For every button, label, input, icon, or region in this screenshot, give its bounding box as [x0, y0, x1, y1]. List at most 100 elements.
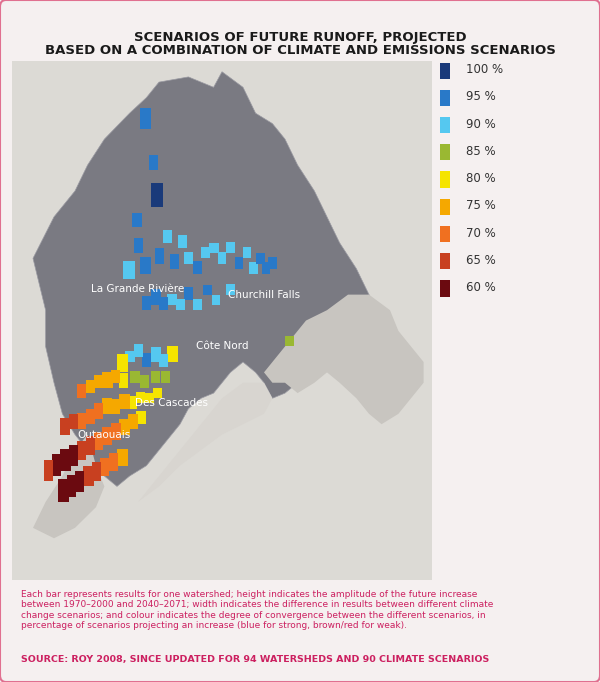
Bar: [184, 287, 193, 300]
Text: Churchill Falls: Churchill Falls: [228, 290, 300, 299]
Bar: [161, 371, 170, 383]
Polygon shape: [264, 295, 424, 424]
Bar: [125, 351, 134, 362]
Bar: [176, 299, 185, 310]
Text: BASED ON A COMBINATION OF CLIMATE AND EMISSIONS SCENARIOS: BASED ON A COMBINATION OF CLIMATE AND EM…: [44, 44, 556, 57]
Bar: [128, 396, 137, 409]
Bar: [75, 471, 84, 492]
Text: 75 %: 75 %: [466, 199, 496, 212]
Bar: [100, 458, 109, 476]
Bar: [151, 183, 163, 207]
Bar: [243, 247, 251, 258]
Bar: [440, 171, 449, 188]
Text: 85 %: 85 %: [466, 145, 496, 158]
Bar: [226, 241, 235, 253]
Bar: [117, 449, 128, 466]
Bar: [52, 454, 61, 476]
Bar: [203, 285, 212, 295]
Bar: [159, 354, 168, 367]
Bar: [440, 280, 449, 297]
FancyBboxPatch shape: [12, 61, 432, 580]
Bar: [193, 299, 202, 310]
Text: Outaouais: Outaouais: [78, 430, 131, 440]
Bar: [440, 253, 449, 269]
Bar: [440, 226, 449, 242]
Bar: [109, 453, 118, 471]
Bar: [440, 144, 449, 160]
Bar: [193, 261, 202, 274]
Bar: [184, 252, 193, 263]
Text: 90 %: 90 %: [466, 118, 496, 131]
Bar: [86, 380, 95, 393]
Bar: [151, 348, 161, 362]
Text: 100 %: 100 %: [466, 63, 503, 76]
Bar: [440, 90, 449, 106]
Bar: [140, 375, 149, 388]
Bar: [163, 230, 172, 243]
Bar: [83, 466, 94, 486]
Bar: [149, 155, 158, 170]
Bar: [44, 460, 53, 481]
Bar: [440, 198, 449, 215]
Bar: [142, 353, 151, 367]
Bar: [117, 354, 128, 372]
Bar: [77, 441, 86, 460]
Bar: [128, 414, 138, 430]
Bar: [262, 263, 271, 274]
Text: La Grande Rivière: La Grande Rivière: [91, 284, 185, 295]
Bar: [61, 449, 71, 471]
Bar: [136, 411, 146, 424]
Bar: [92, 462, 101, 481]
Bar: [136, 392, 145, 404]
Bar: [159, 297, 168, 310]
Bar: [201, 247, 210, 258]
Bar: [209, 243, 218, 253]
Bar: [235, 257, 243, 269]
Bar: [250, 263, 258, 274]
Bar: [102, 398, 112, 414]
Bar: [61, 418, 70, 434]
Bar: [145, 393, 154, 404]
Text: 80 %: 80 %: [466, 172, 496, 185]
Bar: [170, 254, 179, 269]
Bar: [268, 257, 277, 269]
Bar: [132, 213, 142, 227]
Text: 70 %: 70 %: [466, 226, 496, 239]
Bar: [151, 371, 160, 383]
Text: Each bar represents results for one watershed; height indicates the amplitude of: Each bar represents results for one wate…: [21, 590, 493, 630]
Bar: [178, 235, 187, 248]
Bar: [167, 293, 176, 305]
Bar: [153, 388, 162, 398]
Bar: [218, 252, 226, 263]
Bar: [94, 375, 103, 388]
Text: Côte Nord: Côte Nord: [196, 342, 248, 351]
Bar: [167, 346, 178, 362]
Bar: [67, 475, 76, 496]
Text: SOURCE: ROY 2008, SINCE UPDATED FOR 94 WATERSHEDS AND 90 CLIMATE SCENARIOS: SOURCE: ROY 2008, SINCE UPDATED FOR 94 W…: [21, 655, 489, 664]
Text: 60 %: 60 %: [466, 281, 496, 294]
Bar: [440, 117, 449, 133]
Bar: [77, 413, 86, 430]
Bar: [110, 370, 120, 383]
Polygon shape: [138, 383, 272, 502]
Bar: [212, 295, 220, 305]
Text: Des Cascades: Des Cascades: [135, 398, 208, 409]
Bar: [94, 404, 103, 419]
Bar: [102, 427, 112, 445]
Bar: [285, 336, 294, 346]
Bar: [134, 344, 143, 357]
Bar: [102, 372, 113, 388]
Bar: [155, 248, 164, 263]
Text: 65 %: 65 %: [466, 254, 496, 267]
Bar: [86, 409, 95, 424]
Text: SCENARIOS OF FUTURE RUNOFF, PROJECTED: SCENARIOS OF FUTURE RUNOFF, PROJECTED: [134, 31, 466, 44]
Bar: [151, 289, 161, 305]
Text: 95 %: 95 %: [466, 91, 496, 104]
Bar: [94, 432, 103, 450]
Polygon shape: [33, 434, 104, 538]
Bar: [58, 479, 69, 502]
Bar: [69, 445, 78, 466]
Bar: [110, 400, 120, 414]
Polygon shape: [33, 72, 390, 486]
Bar: [124, 261, 135, 279]
